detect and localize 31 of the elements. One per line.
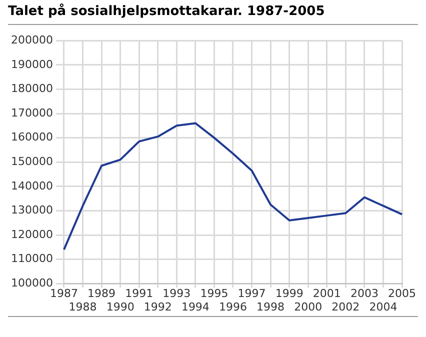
- y-tick-label: 160000: [10, 130, 53, 144]
- x-tick-label: 2002: [332, 300, 360, 314]
- x-tick-label: 1989: [88, 287, 116, 300]
- x-tick-label: 1994: [181, 300, 210, 314]
- y-tick-label: 200000: [10, 33, 53, 46]
- x-tick-label: 2004: [369, 300, 398, 314]
- x-tick-label: 2000: [294, 300, 322, 314]
- chart-title: Talet på sosialhjelpsmottakarar. 1987-2005: [8, 4, 418, 25]
- y-tick-label: 170000: [10, 106, 53, 120]
- x-tick-label: 1987: [50, 287, 78, 300]
- x-tick-label: 1997: [238, 287, 266, 300]
- x-tick-label: 1993: [162, 287, 191, 300]
- x-tick-label: 1999: [275, 287, 304, 300]
- x-tick-label: 1996: [218, 300, 247, 314]
- x-tick-label: 2003: [350, 287, 378, 300]
- y-tick-label: 180000: [10, 82, 53, 96]
- x-tick-label: 1998: [256, 300, 285, 314]
- x-tick-label: 1992: [144, 300, 172, 314]
- x-tick-label: 2001: [312, 287, 341, 300]
- y-tick-label: 110000: [10, 252, 53, 266]
- y-tick-label: 120000: [10, 228, 53, 241]
- x-tick-label: 2005: [388, 287, 416, 300]
- x-tick-label: 1995: [200, 287, 228, 300]
- y-tick-label: 140000: [10, 179, 53, 192]
- y-tick-label: 150000: [10, 154, 53, 168]
- x-tick-label: 1988: [68, 300, 97, 314]
- y-tick-label: 130000: [10, 204, 53, 217]
- y-tick-label: 190000: [10, 58, 53, 71]
- x-tick-label: 1991: [125, 287, 154, 300]
- y-tick-label: 100000: [10, 276, 53, 290]
- x-tick-label: 1990: [106, 300, 134, 314]
